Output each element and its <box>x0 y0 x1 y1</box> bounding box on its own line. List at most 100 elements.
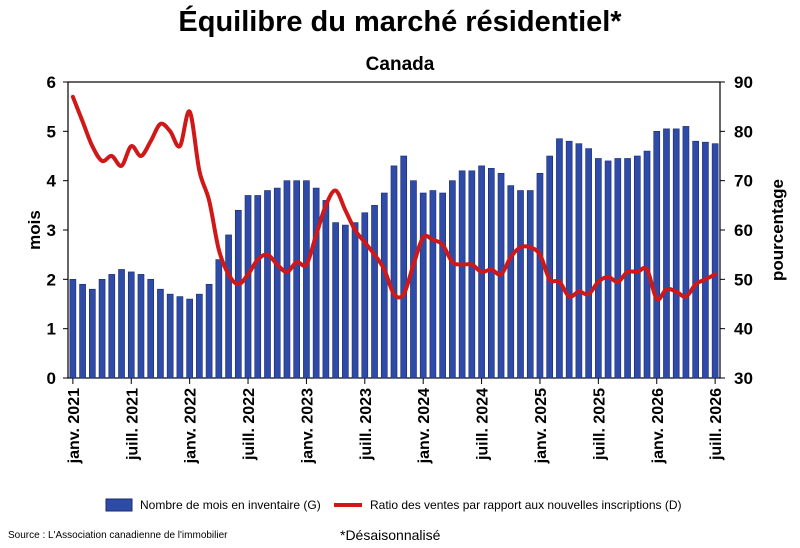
bar <box>215 259 223 379</box>
bar <box>157 288 164 379</box>
x-tick-label: juill. 2022 <box>241 388 258 461</box>
bar <box>293 180 301 379</box>
x-tick-label: juill. 2024 <box>475 388 492 461</box>
right-tick-label: 40 <box>734 320 753 339</box>
right-tick-label: 80 <box>734 122 753 141</box>
legend-line-label: Ratio des ventes par rapport aux nouvell… <box>370 498 681 512</box>
bar <box>225 234 232 379</box>
x-tick-label: janv. 2022 <box>183 388 200 464</box>
x-tick-label: janv. 2021 <box>66 388 83 464</box>
x-tick-label: janv. 2026 <box>650 388 667 464</box>
x-tick-label: juill. 2025 <box>591 388 608 461</box>
source-note: Source : L'Association canadienne de l'i… <box>8 530 228 541</box>
bar <box>264 190 271 379</box>
right-tick-label: 50 <box>734 270 753 289</box>
bar <box>89 288 96 379</box>
bar <box>322 200 330 379</box>
bar <box>672 128 680 379</box>
bar <box>108 274 116 379</box>
bar <box>205 283 213 379</box>
bar <box>614 158 622 379</box>
bar <box>380 192 388 379</box>
bar <box>332 222 339 379</box>
left-tick-label: 3 <box>47 221 56 240</box>
bar <box>127 271 135 379</box>
x-tick-label: janv. 2025 <box>533 388 550 464</box>
left-tick-label: 2 <box>47 270 56 289</box>
bar <box>312 187 320 379</box>
chart-subtitle: Canada <box>365 54 435 75</box>
bar <box>390 165 398 379</box>
bar <box>449 180 456 379</box>
bar <box>439 192 446 379</box>
bar <box>711 143 719 379</box>
bar <box>595 158 602 379</box>
bar <box>575 143 583 379</box>
bar <box>342 224 349 379</box>
bar <box>118 269 125 379</box>
left-tick-label: 6 <box>47 73 56 92</box>
bar <box>663 128 670 379</box>
bar <box>283 180 291 379</box>
bar <box>624 158 631 379</box>
bar-series <box>69 126 719 379</box>
bar <box>234 209 242 379</box>
bar <box>166 293 174 379</box>
bar <box>419 192 427 379</box>
bar <box>303 180 310 379</box>
x-tick-label: juill. 2021 <box>124 388 141 461</box>
bar <box>186 298 193 379</box>
bar <box>702 141 709 379</box>
left-tick-label: 4 <box>47 172 57 191</box>
bar <box>458 170 466 379</box>
bar <box>176 296 184 379</box>
right-tick-label: 90 <box>734 73 753 92</box>
bar <box>244 195 252 379</box>
bar <box>633 155 641 379</box>
x-tick-label: juill. 2023 <box>358 388 375 461</box>
bar <box>536 172 544 379</box>
legend-bar-label: Nombre de mois en inventaire (G) <box>140 498 321 512</box>
right-axis-ticks: 30 40 50 60 70 80 90 <box>720 73 753 388</box>
ratio-line <box>70 94 718 302</box>
bar <box>79 283 86 379</box>
bar <box>400 155 408 379</box>
bar <box>692 140 699 379</box>
legend-bar-swatch <box>105 498 133 512</box>
left-tick-label: 0 <box>47 369 56 388</box>
bar <box>351 222 359 379</box>
bar <box>371 205 378 379</box>
bar <box>682 126 690 379</box>
right-tick-label: 30 <box>734 369 753 388</box>
bar <box>69 279 77 379</box>
x-tick-label: juill. 2026 <box>708 388 725 461</box>
bar <box>254 195 262 379</box>
bar <box>643 150 651 379</box>
bar <box>137 274 145 379</box>
bar <box>196 293 203 379</box>
left-axis-label: mois <box>25 210 44 250</box>
x-tick-label: janv. 2023 <box>299 388 316 464</box>
line-series <box>70 94 718 302</box>
legend: Nombre de mois en inventaire (G) Ratio d… <box>105 498 681 512</box>
bar <box>98 279 106 379</box>
bar <box>556 138 563 379</box>
bar <box>604 160 612 379</box>
bar <box>565 140 573 379</box>
bar <box>468 170 476 379</box>
bar <box>429 190 437 379</box>
left-tick-label: 5 <box>47 122 56 141</box>
bar <box>410 180 417 379</box>
left-axis-ticks: 0 1 2 3 4 5 6 <box>47 73 68 388</box>
bar <box>273 187 281 379</box>
chart-title: Équilibre du marché résidentiel* <box>178 6 622 38</box>
bar <box>526 190 534 379</box>
right-tick-label: 70 <box>734 172 753 191</box>
x-axis-ticks: janv. 2021 juill. 2021 janv. 2022 juill. 20… <box>66 378 725 464</box>
bar <box>147 279 155 379</box>
right-tick-label: 60 <box>734 221 753 240</box>
seasonal-adjustment-note: *Désaisonnalisé <box>340 527 441 543</box>
bar <box>507 185 515 379</box>
bar <box>585 148 592 379</box>
